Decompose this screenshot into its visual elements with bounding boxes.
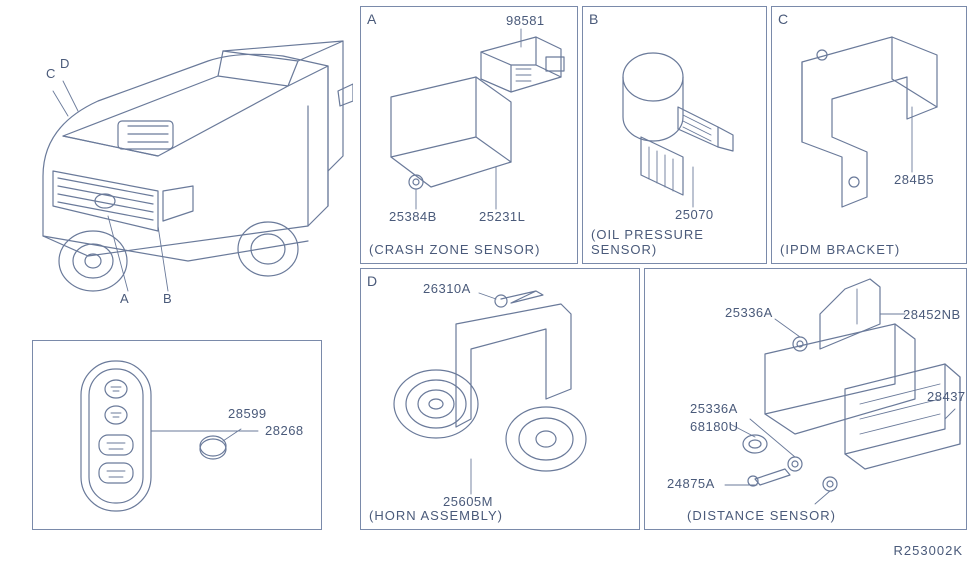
vehicle-panel: C D A B xyxy=(8,6,353,316)
panel-c: C 284B5 (IPDM BRACKET) xyxy=(771,6,967,264)
panel-b-caption: (OIL PRESSURE SENSOR) xyxy=(591,227,766,257)
part-24875a: 24875A xyxy=(667,476,715,491)
panel-c-caption: (IPDM BRACKET) xyxy=(780,242,900,257)
part-68180u: 68180U xyxy=(690,419,739,434)
part-25231l: 25231L xyxy=(479,209,525,224)
part-remote: 28268 xyxy=(265,423,304,438)
part-284b5: 284B5 xyxy=(894,172,934,187)
panel-b: B 25070 (OIL PRESSURE SENSOR) xyxy=(582,6,767,264)
diagram-id: R253002K xyxy=(894,543,963,558)
panel-a-illustration xyxy=(361,7,579,265)
part-25605m: 25605M xyxy=(443,494,493,509)
part-28437: 28437 xyxy=(927,389,966,404)
callout-c: C xyxy=(46,66,56,81)
panel-d: D 26310A 25605M (HORN ASSEMBLY) xyxy=(360,268,640,530)
part-26310a: 26310A xyxy=(423,281,471,296)
part-25336a-mid: 25336A xyxy=(690,401,738,416)
panel-a: A 98581 25384B 25231L (CRASH ZONE SENSOR… xyxy=(360,6,578,264)
panel-e: 25336A 28452NB 28437 25336A 68180U 24875… xyxy=(644,268,967,530)
panel-a-caption: (CRASH ZONE SENSOR) xyxy=(369,242,540,257)
callout-b: B xyxy=(163,291,172,306)
callout-a: A xyxy=(120,291,129,306)
panel-d-caption: (HORN ASSEMBLY) xyxy=(369,508,503,523)
part-28452nb: 28452NB xyxy=(903,307,961,322)
panel-d-illustration xyxy=(361,269,641,531)
remote-panel: 28599 28268 xyxy=(32,340,322,530)
part-25336a-top: 25336A xyxy=(725,305,773,320)
part-25384b: 25384B xyxy=(389,209,437,224)
part-98581: 98581 xyxy=(506,13,545,28)
part-battery: 28599 xyxy=(228,406,267,421)
part-25070: 25070 xyxy=(675,207,714,222)
panel-e-caption: (DISTANCE SENSOR) xyxy=(687,508,836,523)
callout-d: D xyxy=(60,56,70,71)
panel-c-illustration xyxy=(772,7,968,265)
vehicle-illustration xyxy=(8,6,353,316)
